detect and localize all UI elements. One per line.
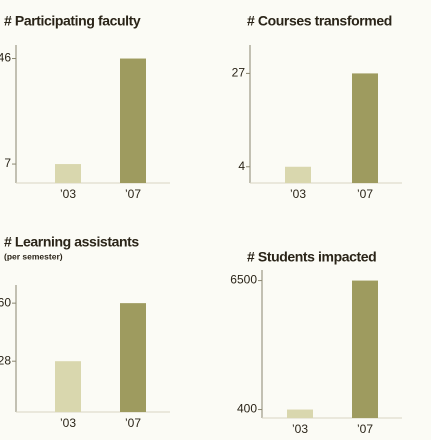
chart-title: # Courses transformed (247, 13, 392, 29)
bar (55, 361, 81, 412)
bar (120, 303, 146, 412)
x-tick-label: ’07 (357, 187, 373, 201)
chart-subtitle: (per semester) (4, 251, 63, 261)
bar (352, 280, 378, 418)
chart-title: # Learning assistants (4, 234, 139, 250)
x-tick-label: ’03 (60, 416, 76, 430)
x-tick-label: ’03 (292, 422, 308, 436)
bar (120, 58, 146, 183)
x-tick-label: ’03 (290, 187, 306, 201)
chart-title: # Students impacted (247, 249, 376, 265)
y-tick-label: 28 (0, 353, 11, 367)
chart-title: # Participating faculty (4, 13, 141, 29)
y-tick-label: 7 (4, 156, 11, 170)
y-tick-label: 4 (238, 159, 245, 173)
x-tick-label: ’07 (357, 422, 373, 436)
y-tick-label: 400 (237, 402, 257, 416)
bar (287, 409, 313, 418)
x-tick-label: ’03 (60, 187, 76, 201)
bar (285, 166, 311, 183)
y-tick-label: 27 (232, 66, 246, 80)
y-tick-label: 6500 (230, 273, 257, 287)
x-tick-label: ’07 (125, 187, 141, 201)
bar (352, 73, 378, 183)
y-tick-label: 46 (0, 51, 11, 65)
y-tick-label: 60 (0, 295, 11, 309)
x-tick-label: ’07 (125, 416, 141, 430)
bar (55, 164, 81, 183)
